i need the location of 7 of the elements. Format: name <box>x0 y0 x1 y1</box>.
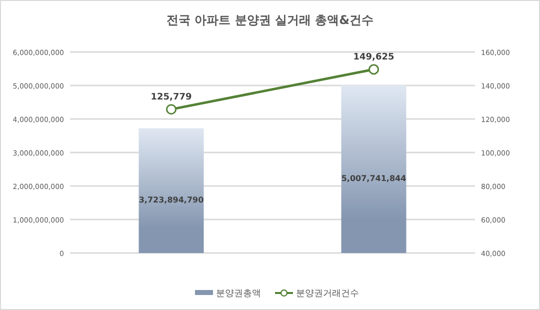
legend-label: 분양권총액 <box>216 289 261 299</box>
legend-label: 분양권거래건수 <box>296 289 359 299</box>
chart-title: 전국 아파트 분양권 실거래 총액&건수 <box>166 13 374 27</box>
data-label: 149,625 <box>353 52 394 62</box>
data-label: 125,779 <box>150 92 192 102</box>
data-label: 5,007,741,844 <box>341 174 407 184</box>
data-label: 3,723,894,790 <box>138 196 204 205</box>
